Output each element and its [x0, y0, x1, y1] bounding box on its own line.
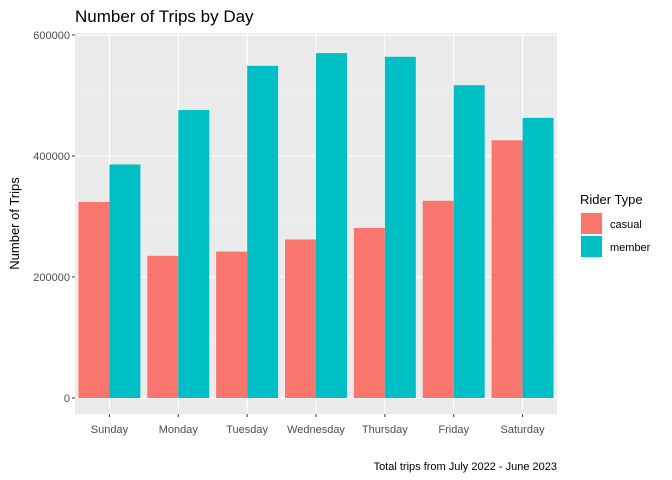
bar-casual-wednesday: [285, 239, 316, 398]
bar-casual-saturday: [491, 140, 523, 398]
bar-casual-thursday: [353, 227, 385, 398]
legend: Rider Type casual member: [580, 192, 651, 258]
x-tick-label: Wednesday: [287, 424, 345, 436]
x-axis: Sunday Monday Tuesday Wednesday Thursday Frid…: [91, 414, 545, 436]
bar-casual-friday: [422, 200, 454, 398]
y-tick-label: 0: [64, 393, 70, 405]
bar-casual-sunday: [78, 201, 110, 398]
bars: [78, 53, 554, 399]
x-tick-label: Monday: [159, 424, 199, 436]
y-axis: 0 200000 400000 600000: [33, 30, 75, 405]
bar-member-sunday: [109, 164, 141, 398]
y-tick-label: 400000: [33, 151, 70, 163]
bar-member-saturday: [522, 117, 554, 398]
legend-key-casual: [581, 213, 602, 234]
x-tick-label: Friday: [438, 424, 469, 436]
bar-member-tuesday: [247, 65, 279, 398]
y-tick-label: 600000: [33, 30, 70, 42]
legend-label-casual: casual: [610, 219, 642, 231]
x-tick-label: Tuesday: [226, 424, 268, 436]
x-tick-label: Thursday: [362, 424, 408, 436]
chart-title: Number of Trips by Day: [75, 7, 254, 26]
bar-casual-monday: [147, 255, 179, 398]
bar-member-thursday: [384, 56, 416, 398]
bar-member-friday: [453, 85, 485, 398]
legend-title: Rider Type: [580, 192, 643, 207]
bar-casual-tuesday: [216, 251, 248, 398]
bar-member-monday: [178, 110, 210, 399]
legend-label-member: member: [610, 242, 651, 254]
y-axis-title: Number of Trips: [7, 177, 22, 270]
legend-key-member: [581, 236, 602, 257]
chart-caption: Total trips from July 2022 - June 2023: [374, 461, 557, 473]
x-tick-label: Saturday: [501, 424, 546, 436]
x-tick-label: Sunday: [91, 424, 129, 436]
bar-member-wednesday: [316, 53, 347, 399]
y-tick-label: 200000: [33, 272, 70, 284]
